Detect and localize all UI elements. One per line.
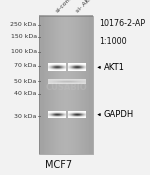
Text: si- AKT1: si- AKT1 (75, 0, 96, 14)
Text: 50 kDa: 50 kDa (15, 79, 37, 84)
Text: 100 kDa: 100 kDa (11, 49, 37, 54)
Text: si-control: si-control (55, 0, 79, 14)
Text: 10176-2-AP: 10176-2-AP (99, 19, 145, 28)
Bar (39, 16, 93, 154)
Text: 70 kDa: 70 kDa (14, 63, 37, 68)
Text: 150 kDa: 150 kDa (11, 34, 37, 39)
Text: MCF7: MCF7 (45, 160, 72, 170)
Text: 30 kDa: 30 kDa (14, 114, 37, 119)
Text: CUSABIO: CUSABIO (45, 83, 87, 92)
Text: AKT1: AKT1 (103, 63, 124, 72)
Text: 1:1000: 1:1000 (99, 37, 127, 46)
Text: 40 kDa: 40 kDa (14, 91, 37, 96)
Text: 250 kDa: 250 kDa (11, 22, 37, 27)
Text: GAPDH: GAPDH (103, 110, 134, 119)
